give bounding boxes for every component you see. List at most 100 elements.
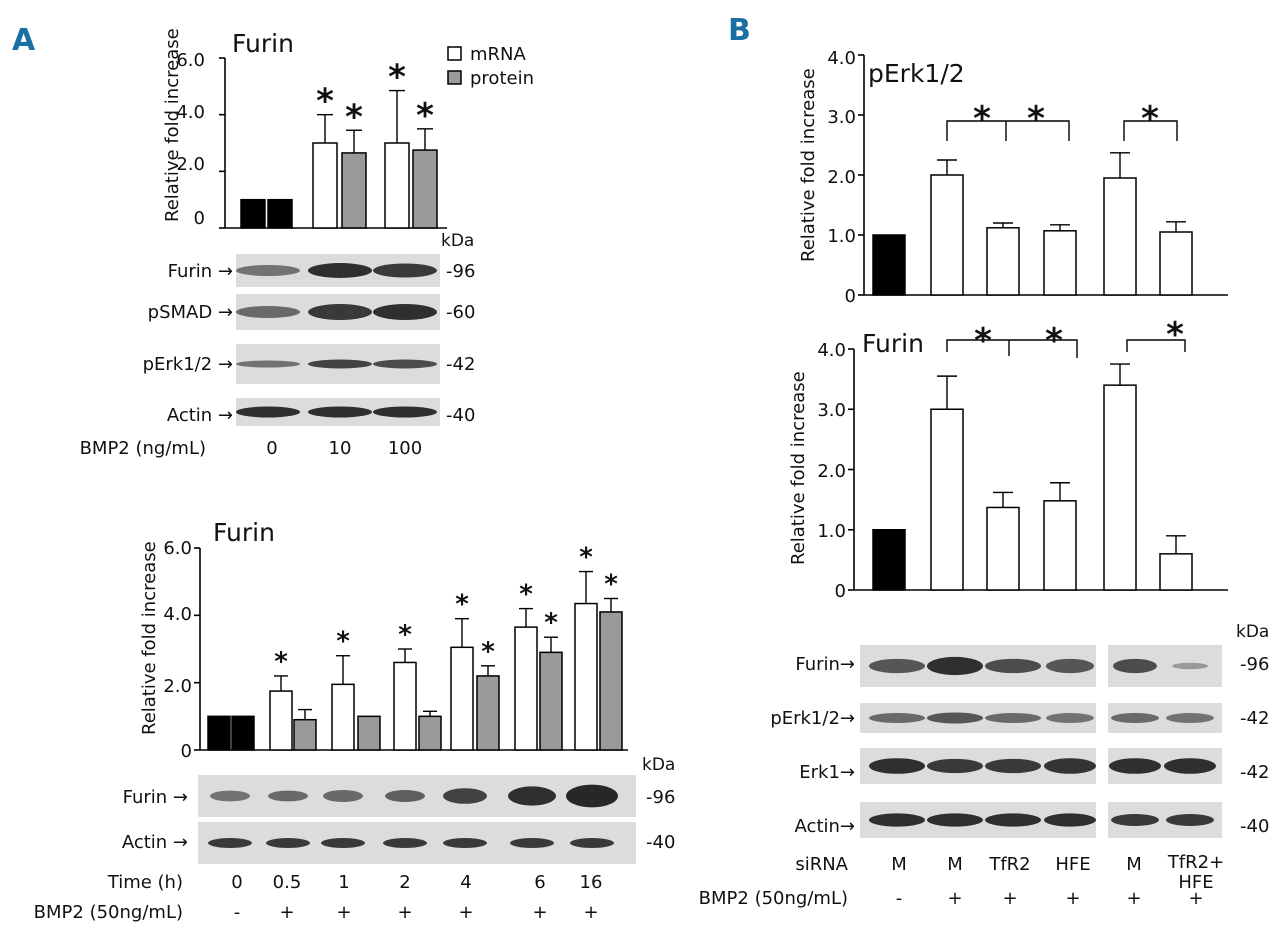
a-bottom-time-value: 16 — [580, 872, 603, 893]
bar-mRNA-100 — [384, 142, 410, 229]
blot-b-perk-band — [1166, 713, 1214, 723]
significance-star: * — [345, 97, 363, 137]
blot-a-bottom-furin-band — [566, 784, 618, 808]
significance-star: * — [398, 620, 412, 650]
a-top-condition-value: 10 — [329, 438, 352, 459]
significance-star: * — [416, 96, 434, 136]
a-bottom-time-value: 0 — [231, 872, 242, 893]
b-sirna-value: HFE — [1178, 872, 1213, 893]
blot-b-perk-band — [985, 713, 1041, 723]
chart-a-top-title: Furin — [232, 29, 294, 58]
significance-star: * — [519, 580, 533, 610]
blot-b-erk1-band — [985, 758, 1041, 774]
blot-a-bottom-actin-band — [208, 838, 252, 848]
blot-a-perk-kda: -42 — [446, 354, 475, 375]
chart-a-top-ytick: 2.0 — [176, 154, 205, 175]
chart-a-bottom-ytick: 6.0 — [163, 538, 192, 559]
blot-a-perk-band — [373, 359, 437, 369]
blot-a-psmad-kda: -60 — [446, 302, 475, 323]
legend-swatch-mrna — [447, 46, 462, 61]
b-sirna-value: M — [1126, 854, 1142, 875]
blot-a-bottom-actin-band — [510, 838, 554, 848]
blot-b-perk-band — [927, 712, 983, 724]
bar-M- — [930, 174, 964, 296]
bar-M- — [872, 529, 906, 591]
bar-mRNA-0h — [207, 715, 231, 751]
blot-a-actin-band — [373, 406, 437, 418]
a-bottom-time-title: Time (h) — [107, 872, 183, 893]
bar-M- — [1103, 177, 1137, 296]
blot-b-actin-label: Actin→ — [795, 816, 855, 837]
blot-a-furin-band — [308, 263, 372, 278]
kda-label-b: kDa — [1236, 622, 1269, 642]
significance-bracket — [946, 120, 1070, 141]
blot-a-perk-band — [308, 359, 372, 369]
significance-star: * — [274, 647, 288, 677]
blot-b-furin-band — [1172, 662, 1208, 670]
chart-a-top: Furin Relative fold increase 6.0 4.0 2.0… — [162, 28, 534, 229]
blot-a-bottom-furin-band — [508, 786, 556, 806]
bar-mRNA-0 — [240, 198, 266, 229]
bar-protein-16h — [599, 611, 623, 751]
significance-bracket — [1126, 339, 1186, 352]
blot-stack-b: kDa Furin→ -96 pErk1/2→ -42 Erk1→ -42 Actin→ -4… — [699, 622, 1270, 909]
a-bottom-time-value: 1 — [338, 872, 349, 893]
bar-mRNA-6h — [514, 626, 538, 751]
blot-b-furin-band — [985, 658, 1041, 674]
blot-a-bottom-furin-band — [323, 790, 363, 802]
b-bmp-value: + — [1065, 888, 1080, 909]
blot-a-furin-band — [236, 265, 300, 276]
legend-swatch-protein — [447, 70, 462, 85]
chart-a-bottom-ytick: 4.0 — [163, 604, 192, 625]
b-sirna-title: siRNA — [795, 854, 848, 875]
chart-b-mid-ytick: 0 — [835, 581, 846, 602]
bar-protein-4h — [476, 675, 500, 751]
chart-b-mid-ytick: 2.0 — [817, 461, 846, 482]
chart-b-top-ytick: 2.0 — [827, 167, 856, 188]
a-bottom-bmp-value: + — [458, 902, 473, 923]
panel-letter-b: B — [728, 13, 751, 48]
bar-TfR2-HFE- — [1159, 231, 1193, 296]
significance-bracket — [946, 339, 1078, 358]
panel-letter-a: A — [12, 23, 36, 58]
significance-star: * — [579, 543, 593, 573]
blot-b-furin-band — [927, 656, 983, 676]
a-bottom-bmp-value: - — [234, 902, 241, 923]
a-top-condition-title: BMP2 (ng/mL) — [80, 438, 206, 459]
blot-a-bottom-actin-band — [266, 838, 310, 848]
blot-a-bottom-furin-kda: -96 — [646, 787, 675, 808]
chart-b-top-ylabel: Relative fold increase — [798, 68, 819, 262]
significance-star: * — [974, 321, 992, 361]
blot-b-actin-band — [1044, 813, 1096, 827]
chart-b-top: pErk1/2 Relative fold increase 4.0 3.0 2… — [798, 48, 1228, 307]
b-bmp-value: + — [947, 888, 962, 909]
blot-b-actin-band — [1166, 814, 1214, 826]
chart-a-top-ylabel: Relative fold increase — [162, 28, 183, 222]
bar-M- — [872, 234, 906, 296]
bar-mRNA-2h — [393, 661, 417, 751]
blot-a-bottom-actin-label: Actin → — [122, 832, 188, 853]
a-bottom-time-value: 2 — [399, 872, 410, 893]
significance-star: * — [604, 570, 618, 600]
blot-b-erk1-band — [927, 758, 983, 774]
bar-mRNA-16h — [574, 602, 598, 751]
chart-a-bottom-ytick: 0 — [181, 741, 192, 762]
kda-label-a-top: kDa — [441, 231, 474, 251]
blot-b-furin-label: Furin→ — [795, 654, 855, 675]
blot-a-bottom-furin-label: Furin → — [123, 787, 188, 808]
b-bmp-value: - — [896, 888, 903, 909]
blot-b-furin-band — [869, 658, 925, 674]
a-bottom-time-value: 0.5 — [273, 872, 302, 893]
blot-b-furin-band — [1046, 658, 1094, 674]
blot-b-actin-band — [927, 813, 983, 827]
a-bottom-bmp-value: + — [583, 902, 598, 923]
chart-a-bottom-ylabel: Relative fold increase — [139, 541, 160, 735]
blot-a-furin-band — [373, 263, 437, 278]
significance-star: * — [455, 590, 469, 620]
a-top-condition-value: 100 — [388, 438, 422, 459]
b-sirna-value: TfR2 — [988, 854, 1030, 875]
chart-a-top-ytick: 6.0 — [176, 50, 205, 71]
chart-a-top-ytick: 0 — [194, 208, 205, 229]
b-bmp-value: + — [1188, 888, 1203, 909]
blot-a-bottom-furin-band — [268, 790, 308, 802]
